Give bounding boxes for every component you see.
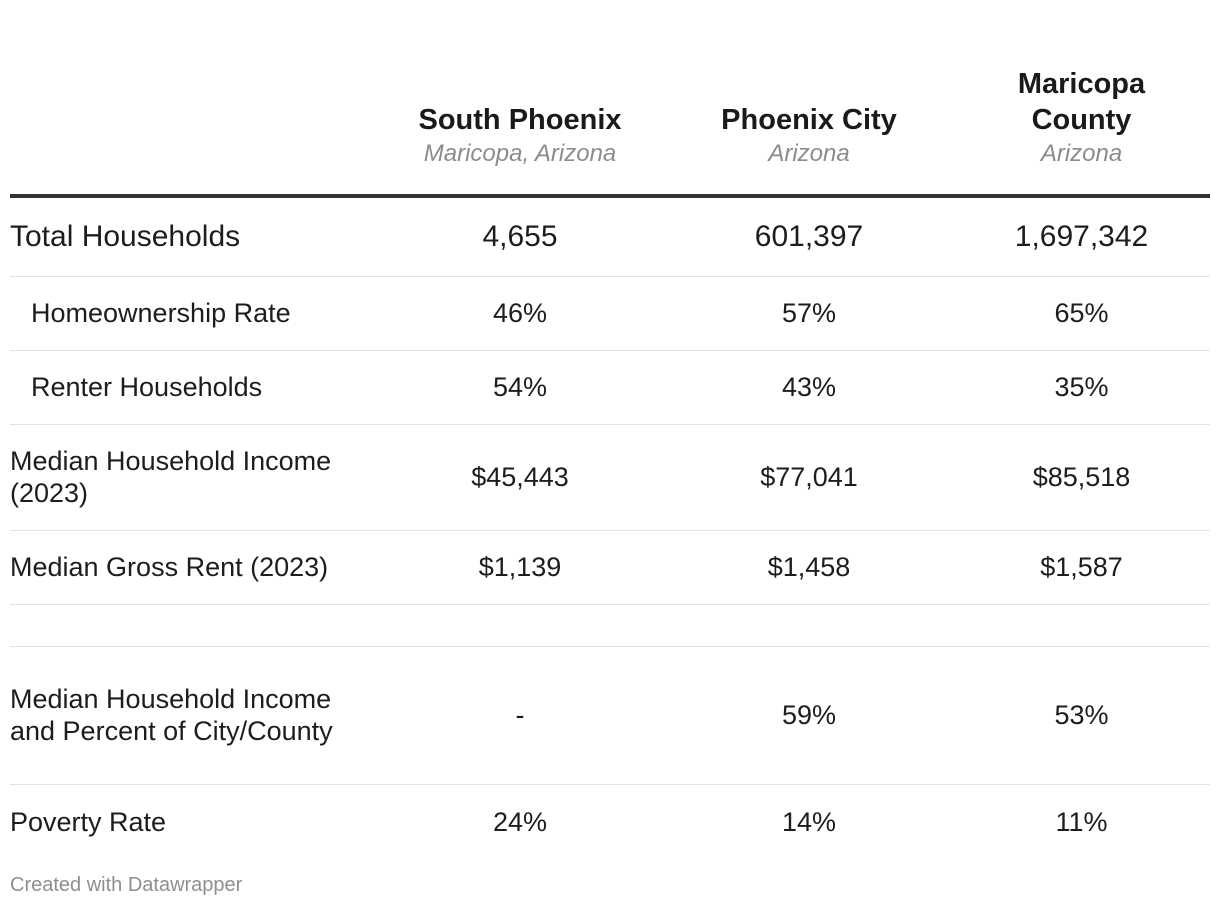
header-cell-south-phoenix: South Phoenix Maricopa, Arizona (375, 0, 665, 198)
column-subtitle: Arizona (768, 140, 850, 167)
table-cell: 53% (953, 646, 1210, 785)
table-cell: 43% (665, 350, 953, 425)
credit-footer: Created with Datawrapper (10, 874, 243, 896)
table-cell (953, 604, 1210, 647)
table-row (10, 604, 1210, 647)
table-body: Total Households 4,655 601,397 1,697,342 Hom… (10, 196, 1210, 860)
table-row: Renter Households 54% 43% 35% (10, 350, 1210, 425)
row-label: Homeownership Rate (10, 276, 375, 351)
row-label: Renter Households (10, 350, 375, 425)
row-label: Median Household Income (2023) (10, 424, 375, 531)
table-cell (375, 604, 665, 647)
table-cell: 14% (781, 807, 837, 838)
table-row: Median Gross Rent (2023) $1,139 $1,458 $1,5… (10, 530, 1210, 605)
table-cell: 35% (953, 350, 1210, 425)
row-label (10, 604, 375, 647)
header-cell-maricopa-county: Maricopa County Arizona (953, 0, 1210, 198)
column-title: South Phoenix (418, 104, 622, 136)
table-row: Homeownership Rate 46% 57% 65% (10, 276, 1210, 351)
row-label: Median Household Income and Percent of C… (10, 646, 375, 785)
table-row: Poverty Rate 24% 14% 11% (10, 784, 1210, 860)
table-cell: 57% (665, 276, 953, 351)
table-cell: 11% (1055, 807, 1108, 838)
table-cell: $77,041 (665, 424, 953, 531)
table-cell: 1,697,342 (953, 196, 1210, 277)
column-title: Phoenix City (721, 104, 897, 136)
column-subtitle: Arizona (1040, 140, 1123, 167)
table-cell: 59% (665, 646, 953, 785)
table-cell (665, 604, 953, 647)
table-cell: 65% (953, 276, 1210, 351)
header-cell-blank (10, 0, 375, 198)
table-cell: $1,139 (375, 530, 665, 605)
row-label: Median Gross Rent (2023) (10, 530, 375, 605)
header-cell-phoenix-city: Phoenix City Arizona (665, 0, 953, 198)
table-cell: $85,518 (953, 424, 1210, 531)
column-title: Maricopa County (1017, 68, 1146, 136)
table-cell: $1,587 (953, 530, 1210, 605)
data-table: South Phoenix Maricopa, Arizona Phoenix … (10, 0, 1210, 860)
table-cell: 4,655 (375, 196, 665, 277)
table-cell: $45,443 (375, 424, 665, 531)
header-row: South Phoenix Maricopa, Arizona Phoenix … (10, 0, 1210, 198)
table-row: Total Households 4,655 601,397 1,697,342 (10, 196, 1210, 277)
table-cell: 54% (375, 350, 665, 425)
table-cell: 46% (375, 276, 665, 351)
table-cell: $1,458 (665, 530, 953, 605)
table-cell: 601,397 (665, 196, 953, 277)
table-row: Median Household Income (2023) $45,443 $77… (10, 424, 1210, 531)
column-subtitle: Maricopa, Arizona (423, 140, 617, 167)
table-cell: - (375, 646, 665, 785)
table-cell: 24% (492, 807, 548, 838)
row-label: Poverty Rate (10, 807, 167, 838)
table-row: Median Household Income and Percent of C… (10, 646, 1210, 785)
row-label: Total Households (10, 196, 375, 277)
